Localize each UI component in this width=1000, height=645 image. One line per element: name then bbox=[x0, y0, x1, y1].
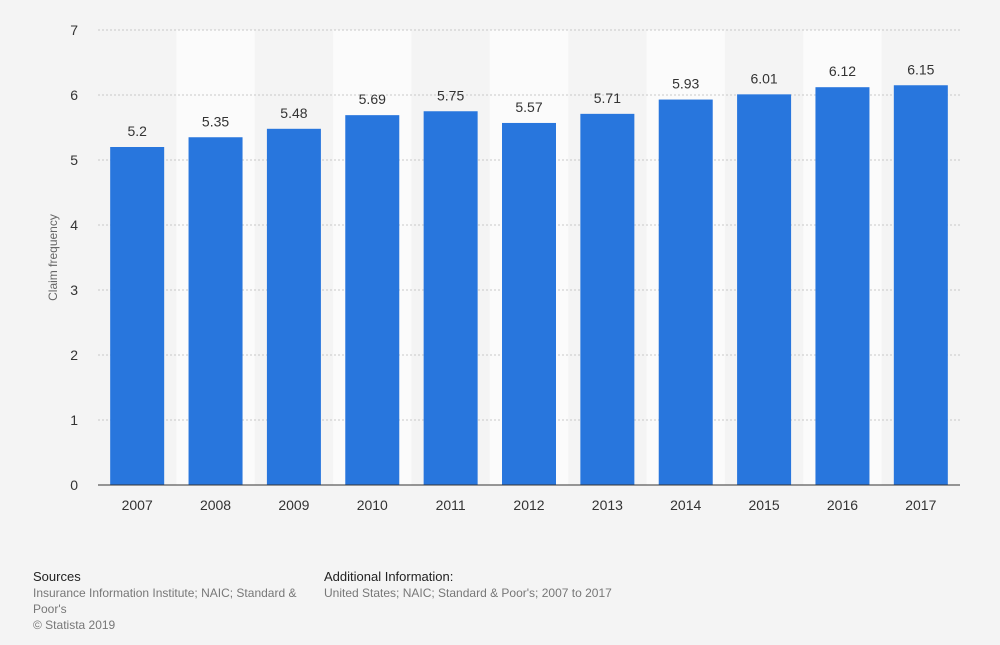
copyright-text: © Statista 2019 bbox=[33, 618, 116, 632]
bar bbox=[893, 85, 948, 485]
x-tick-label: 2017 bbox=[905, 497, 936, 513]
bar bbox=[345, 115, 400, 486]
x-tick-label: 2014 bbox=[670, 497, 701, 513]
data-labels: 5.2 5.35 5.48 5.69 5.75 5.57 5.71 5.93 6.01 6.12 6… bbox=[127, 61, 934, 139]
sources-heading: Sources bbox=[33, 569, 81, 584]
bars bbox=[110, 85, 948, 486]
y-axis-ticks: 0 1 2 3 4 5 6 7 bbox=[70, 22, 78, 493]
bar bbox=[423, 111, 478, 485]
bar-value-label: 5.75 bbox=[437, 87, 464, 103]
bar-value-label: 5.2 bbox=[127, 123, 147, 139]
x-tick-label: 2007 bbox=[122, 497, 153, 513]
x-tick-label: 2013 bbox=[592, 497, 623, 513]
additional-info-heading: Additional Information: bbox=[324, 569, 454, 584]
x-tick-label: 2010 bbox=[357, 497, 388, 513]
bar bbox=[188, 137, 243, 485]
sources-text: Insurance Information Institute; NAIC; S… bbox=[33, 586, 297, 616]
y-tick-label: 7 bbox=[70, 22, 78, 38]
x-tick-label: 2009 bbox=[278, 497, 309, 513]
bar bbox=[266, 128, 321, 486]
y-tick-label: 3 bbox=[70, 282, 78, 298]
y-tick-label: 2 bbox=[70, 347, 78, 363]
bar-value-label: 5.69 bbox=[359, 91, 386, 107]
additional-info-section: Additional Information: United States; N… bbox=[324, 569, 724, 601]
bar-value-label: 5.57 bbox=[515, 99, 542, 115]
bar-value-label: 6.01 bbox=[750, 70, 777, 86]
bar bbox=[737, 94, 792, 485]
sources-section: Sources Insurance Information Institute;… bbox=[33, 569, 313, 633]
y-tick-label: 5 bbox=[70, 152, 78, 168]
additional-info-text: United States; NAIC; Standard & Poor's; … bbox=[324, 586, 612, 600]
x-tick-label: 2016 bbox=[827, 497, 858, 513]
x-tick-label: 2015 bbox=[749, 497, 780, 513]
bar bbox=[110, 147, 165, 485]
bar-chart: 5.2 5.35 5.48 5.69 5.75 5.57 5.71 5.93 6.01 6.12 6… bbox=[46, 22, 960, 513]
x-tick-label: 2011 bbox=[436, 497, 466, 513]
y-tick-label: 6 bbox=[70, 87, 78, 103]
bar bbox=[815, 87, 870, 485]
bar-value-label: 5.93 bbox=[672, 76, 699, 92]
y-tick-label: 4 bbox=[70, 217, 78, 233]
bar-value-label: 6.15 bbox=[907, 61, 934, 77]
y-axis-title: Claim frequency bbox=[46, 214, 60, 301]
x-tick-label: 2008 bbox=[200, 497, 231, 513]
bar bbox=[502, 122, 556, 485]
bar bbox=[658, 99, 713, 486]
x-tick-label: 2012 bbox=[513, 497, 544, 513]
bar bbox=[580, 113, 635, 485]
bar-value-label: 5.48 bbox=[280, 105, 307, 121]
y-tick-label: 1 bbox=[70, 412, 78, 428]
bar-value-label: 6.12 bbox=[829, 63, 856, 79]
y-tick-label: 0 bbox=[70, 477, 78, 493]
bar-value-label: 5.35 bbox=[202, 113, 229, 129]
bar-value-label: 5.71 bbox=[594, 90, 621, 106]
x-axis-ticks: 2007 2008 2009 2010 2011 2012 2013 2014 2015 2016… bbox=[122, 497, 937, 513]
